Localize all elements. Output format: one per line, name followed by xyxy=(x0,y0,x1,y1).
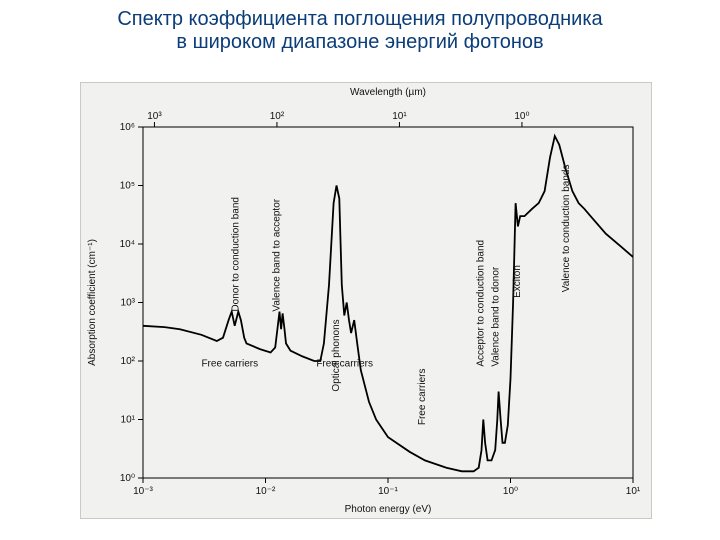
svg-text:10¹: 10¹ xyxy=(392,111,407,122)
svg-text:10⁻¹: 10⁻¹ xyxy=(378,486,398,497)
svg-text:10¹: 10¹ xyxy=(626,486,641,497)
svg-text:10⁻²: 10⁻² xyxy=(256,486,276,497)
svg-text:Donor to conduction band: Donor to conduction band xyxy=(230,197,241,312)
slide-title: Спектр коэффициента поглощения полупрово… xyxy=(0,8,720,54)
svg-text:Free carriers: Free carriers xyxy=(316,359,373,370)
svg-text:Optical phonons: Optical phonons xyxy=(331,319,342,391)
svg-text:10²: 10² xyxy=(270,111,285,122)
svg-text:Acceptor to conduction band: Acceptor to conduction band xyxy=(475,240,486,367)
svg-text:10⁰: 10⁰ xyxy=(120,473,135,484)
svg-text:Wavelength (µm): Wavelength (µm) xyxy=(350,87,426,98)
chart-svg: 10⁻³ 10⁻² 10⁻¹ 10⁰ 10¹ 10³ 10² 10¹ 10⁰ 10⁰ 10¹ 10² 1… xyxy=(81,83,651,518)
svg-text:10³: 10³ xyxy=(147,111,162,122)
svg-text:Free carriers: Free carriers xyxy=(417,368,428,425)
svg-text:Valence to conduction bands: Valence to conduction bands xyxy=(561,165,572,293)
svg-text:10¹: 10¹ xyxy=(121,415,136,426)
svg-text:10⁴: 10⁴ xyxy=(120,239,135,250)
svg-text:10³: 10³ xyxy=(121,298,136,309)
title-line1: Спектр коэффициента поглощения полупрово… xyxy=(117,8,602,30)
absorption-spectrum-chart: 10⁻³ 10⁻² 10⁻¹ 10⁰ 10¹ 10³ 10² 10¹ 10⁰ 10⁰ 10¹ 10² 1… xyxy=(80,82,652,519)
svg-text:Valence band to acceptor: Valence band to acceptor xyxy=(271,198,282,311)
svg-text:10²: 10² xyxy=(121,356,136,367)
svg-text:Exciton: Exciton xyxy=(512,265,523,298)
svg-text:Free carriers: Free carriers xyxy=(201,359,258,370)
svg-text:10⁰: 10⁰ xyxy=(514,111,529,122)
svg-text:10⁶: 10⁶ xyxy=(120,122,135,133)
svg-text:Absorption coefficient (cm⁻¹): Absorption coefficient (cm⁻¹) xyxy=(87,239,98,366)
svg-text:10⁰: 10⁰ xyxy=(503,486,518,497)
svg-text:10⁵: 10⁵ xyxy=(120,181,135,192)
svg-text:Valence band to donor: Valence band to donor xyxy=(491,266,502,367)
title-line2: в широком диапазоне энергий фотонов xyxy=(176,31,543,53)
svg-text:10⁻³: 10⁻³ xyxy=(133,486,153,497)
svg-text:Photon energy (eV): Photon energy (eV) xyxy=(345,504,432,515)
